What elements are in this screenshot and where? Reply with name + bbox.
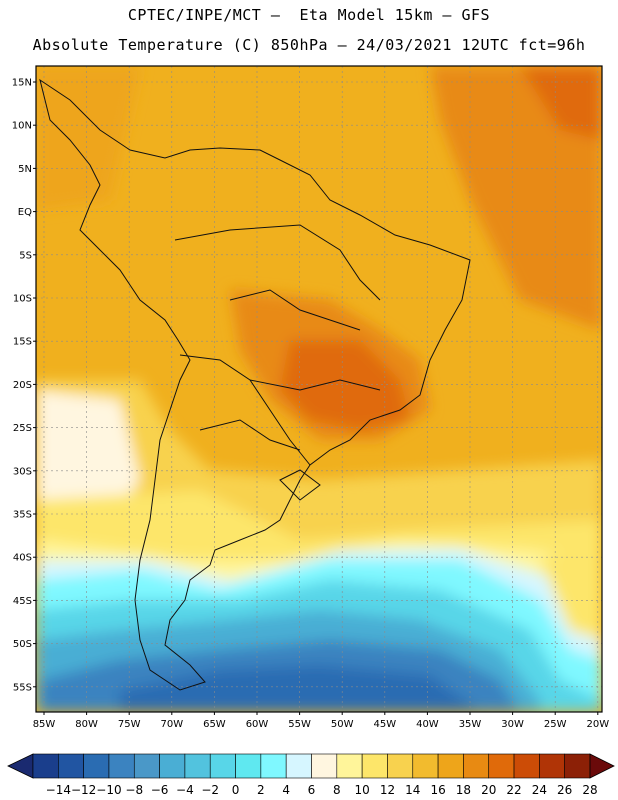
- colorbar-swatch: [235, 753, 262, 779]
- latitude-labels: 15N 10N 5N EQ 5S 10S 15S 20S 25S 30S 35S 40S 45S 50S 5…: [12, 78, 36, 693]
- colorbar-label: −2: [201, 783, 219, 797]
- lon-label: 60W: [246, 719, 269, 730]
- colorbar-swatch: [387, 753, 414, 779]
- lon-label: 25W: [544, 719, 567, 730]
- colorbar-swatch: [336, 753, 363, 779]
- lat-label: 15N: [12, 78, 32, 89]
- colorbar-swatch: [311, 753, 338, 779]
- lat-label: 40S: [13, 553, 32, 564]
- lon-label: 40W: [416, 719, 439, 730]
- colorbar-swatch: [133, 753, 160, 779]
- title-line-2: Absolute Temperature (C) 850hPa – 24/03/…: [32, 36, 586, 54]
- lat-label: 15S: [13, 337, 32, 348]
- colorbar-swatch: [58, 753, 84, 779]
- colorbar-label: 12: [380, 783, 395, 797]
- lon-label: 75W: [118, 719, 141, 730]
- lat-lon-grid: [36, 66, 602, 712]
- lon-label: 65W: [203, 719, 226, 730]
- lon-label: 20W: [586, 719, 609, 730]
- map-frame: [35, 65, 603, 713]
- temperature-field: [36, 66, 602, 712]
- lat-label: 55S: [13, 682, 32, 693]
- colorbar-swatch: [260, 753, 287, 779]
- lat-label: 45S: [13, 596, 32, 607]
- colorbar-label: −10: [96, 783, 121, 797]
- colorbar-swatch: [539, 753, 565, 779]
- colorbar-label: 24: [532, 783, 547, 797]
- colorbar-label: 6: [308, 783, 316, 797]
- colorbar-label: 20: [481, 783, 496, 797]
- colorbar-swatch: [285, 753, 312, 779]
- colorbar-label: 2: [257, 783, 265, 797]
- colorbar-low-arrow: [7, 753, 34, 779]
- colorbar: −14 −12 −10 −8 −6 −4 −2 0 2 4 6 8 10 12 14 16 18 20 22 24 26…: [7, 753, 615, 797]
- lon-label: 70W: [160, 719, 183, 730]
- colorbar-swatch: [159, 753, 186, 779]
- lat-label: 25S: [13, 423, 32, 434]
- lat-label: 50S: [13, 639, 32, 650]
- longitude-labels: 85W 80W 75W 70W 65W 60W 55W 50W 45W 40W 35W 30W 25W 2…: [33, 712, 609, 730]
- lat-label: EQ: [18, 207, 32, 218]
- coastline: [39, 78, 471, 691]
- title-line-1: CPTEC/INPE/MCT – Eta Model 15km – GFS: [127, 6, 491, 24]
- colorbar-label: 4: [282, 783, 290, 797]
- colorbar-label: −6: [151, 783, 169, 797]
- lon-label: 55W: [288, 719, 311, 730]
- lat-label: 10S: [13, 294, 32, 305]
- colorbar-label: −4: [176, 783, 194, 797]
- colorbar-label: −8: [125, 783, 143, 797]
- colorbar-swatch: [108, 753, 135, 779]
- colorbar-label: 14: [405, 783, 420, 797]
- colorbar-label: 18: [456, 783, 471, 797]
- colorbar-swatch: [209, 753, 236, 779]
- lon-label: 30W: [501, 719, 524, 730]
- colorbar-swatch: [83, 753, 110, 779]
- colorbar-swatch: [513, 753, 540, 779]
- colorbar-swatch: [488, 753, 515, 779]
- colorbar-swatch: [564, 753, 591, 779]
- lat-label: 20S: [13, 380, 32, 391]
- colorbar-label: 26: [557, 783, 572, 797]
- lon-label: 50W: [331, 719, 354, 730]
- colorbar-label: −14: [46, 783, 71, 797]
- colorbar-label: 0: [232, 783, 240, 797]
- colorbar-swatch: [437, 753, 464, 779]
- colorbar-swatch: [463, 753, 490, 779]
- colorbar-label: 8: [333, 783, 341, 797]
- colorbar-label: −12: [71, 783, 96, 797]
- colorbar-label: 22: [506, 783, 521, 797]
- lon-label: 35W: [459, 719, 482, 730]
- colorbar-swatch: [32, 753, 59, 779]
- lat-label: 5S: [19, 250, 32, 261]
- lat-label: 10N: [12, 121, 32, 132]
- colorbar-high-arrow: [589, 753, 615, 779]
- lon-label: 80W: [75, 719, 98, 730]
- colorbar-swatch: [412, 753, 439, 779]
- lat-label: 5N: [18, 164, 32, 175]
- lat-label: 30S: [13, 466, 32, 477]
- lat-label: 35S: [13, 510, 32, 521]
- colorbar-swatch: [361, 753, 388, 779]
- colorbar-swatch: [184, 753, 211, 779]
- colorbar-label: 16: [430, 783, 445, 797]
- lon-label: 85W: [33, 719, 56, 730]
- colorbar-label: 10: [354, 783, 369, 797]
- colorbar-label: 28: [582, 783, 597, 797]
- lon-label: 45W: [373, 719, 396, 730]
